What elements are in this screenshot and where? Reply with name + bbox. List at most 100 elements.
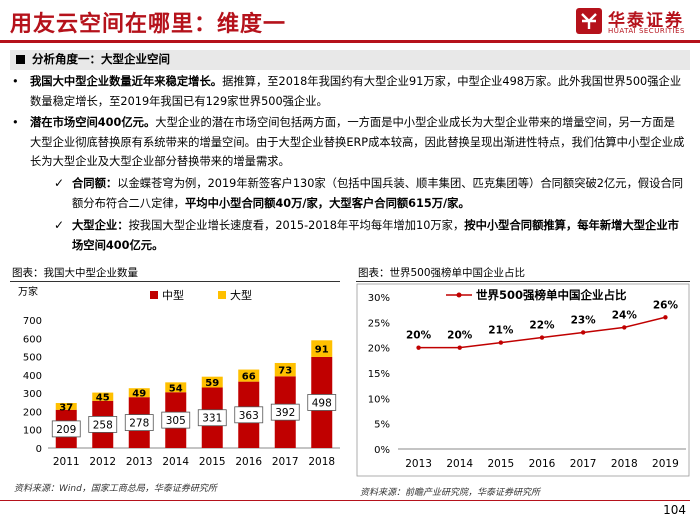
header: 用友云空间在哪里：维度一 华泰证券 HUATAI SECURITIES	[0, 0, 700, 40]
left-chart-rule	[10, 281, 340, 282]
page-number: 104	[663, 503, 686, 517]
x-tick-label: 2015	[199, 456, 226, 468]
bar-segment-large	[55, 403, 77, 410]
legend-label: 大型	[230, 288, 252, 302]
right-chart-caption: 图表：世界500强榜单中国企业占比	[358, 267, 526, 279]
legend-marker	[456, 292, 462, 298]
subpoint-body: 按我国大型企业增长速度看，2015-2018年平均每年增加10万家，	[128, 219, 465, 232]
bar-label-box	[51, 420, 81, 438]
enterprise-count-chart: 万家 0 100 200 300 400 500 600 700 中型 大型 209 37 2011 258…	[18, 285, 340, 468]
data-point	[416, 345, 421, 350]
data-label: 22%	[529, 320, 555, 332]
bar-label-box	[307, 394, 337, 411]
y-tick-label: 600	[23, 334, 42, 345]
bar-value-label: 45	[96, 393, 110, 404]
huatai-logo-icon	[576, 8, 602, 34]
bar-label-box	[197, 409, 227, 427]
section-heading: 分析角度一：大型企业空间	[10, 50, 690, 70]
brand-name: 华泰证券	[608, 11, 684, 31]
data-point	[580, 330, 586, 335]
paragraph-bold: 潜在市场空间400亿元。	[30, 116, 156, 129]
bar-segment-large	[92, 392, 114, 401]
bar-value-label: 66	[242, 372, 256, 383]
x-tick-label: 2017	[272, 456, 299, 468]
bullet-dot-icon: •	[12, 116, 19, 129]
bar-segment-large	[128, 388, 150, 398]
x-tick-label: 2012	[89, 456, 116, 468]
checkmark-icon: ✓	[54, 176, 65, 190]
bar-value-label: 37	[59, 402, 73, 413]
y-tick-label: 5%	[374, 420, 390, 431]
bar-value-label: 363	[239, 410, 259, 422]
bar-label-box	[270, 403, 300, 421]
data-point	[622, 325, 627, 330]
brand-english-name: HUATAI SECURITIES	[608, 27, 685, 35]
paragraph-body: 据推算，至2018年我国约有大型企业91万家，中型企业498万家。此外我国世界5…	[30, 75, 682, 108]
bar-label-box	[124, 414, 154, 431]
x-tick-label: 2019	[652, 458, 679, 470]
bar-value-label: 331	[202, 413, 222, 425]
legend-swatch	[218, 291, 226, 299]
right-chart-source: 资料来源：前瞻产业研究院，华泰证券研究所	[360, 488, 541, 498]
y-tick-label: 100	[23, 426, 42, 437]
bar-segment-large	[238, 369, 260, 382]
bar-value-label: 54	[169, 383, 183, 394]
bar-label-box	[161, 411, 191, 429]
left-chart-caption: 图表：我国大中型企业数量	[12, 267, 138, 279]
legend-swatch	[150, 291, 158, 299]
y-tick-label: 500	[23, 353, 42, 364]
x-tick-label: 2015	[487, 458, 514, 470]
y-tick-label: 15%	[368, 369, 390, 380]
data-point	[498, 340, 504, 345]
data-label: 26%	[653, 299, 679, 311]
page-title: 用友云空间在哪里：维度一	[10, 12, 287, 37]
x-tick-label: 2018	[611, 458, 638, 470]
paragraph-bold: 我国大中型企业数量近年来稳定增长。	[30, 75, 223, 88]
x-tick-label: 2014	[162, 456, 189, 468]
bar-segment-large	[274, 362, 296, 377]
subpoint-body: 以金蝶苍穹为例，2019年新签客户130家（包括中国兵装、顺丰集团、匹克集团等）…	[72, 177, 684, 210]
data-label: 20%	[447, 330, 473, 342]
subpoint-bold: 大型企业：	[72, 219, 129, 232]
section-heading-text: 分析角度一：大型企业空间	[32, 52, 170, 66]
x-tick-label: 2018	[308, 456, 335, 468]
x-tick-label: 2017	[570, 458, 597, 470]
bar-value-label: 49	[132, 389, 146, 400]
bar-value-label: 209	[56, 424, 76, 436]
y-tick-label: 25%	[368, 318, 390, 329]
x-tick-label: 2011	[53, 456, 80, 468]
bar-value-label: 258	[93, 419, 113, 431]
x-tick-label: 2013	[405, 458, 432, 470]
bar-value-label: 392	[275, 407, 295, 419]
bar-value-label: 278	[129, 418, 149, 430]
checkmark-icon: ✓	[54, 218, 65, 232]
square-bullet-icon	[16, 55, 25, 64]
bar-value-label: 73	[278, 366, 292, 377]
bar-segment-large	[165, 382, 187, 393]
data-label: 21%	[488, 325, 514, 337]
analysis-text: 分析角度一：大型企业空间 • 我国大中型企业数量近年来稳定增长。据推算，至201…	[10, 50, 690, 265]
bar-value-label: 91	[315, 345, 329, 356]
data-point	[663, 315, 668, 320]
y-tick-label: 20%	[368, 344, 390, 355]
paragraph-text: 我国大中型企业数量近年来稳定增长。据推算，至2018年我国约有大型企业91万家，…	[30, 72, 685, 111]
subpoint-contract: 合同额：以金蝶苍穹为例，2019年新签客户130家（包括中国兵装、顺丰集团、匹克…	[72, 174, 687, 213]
bar-value-label: 59	[205, 378, 219, 389]
x-tick-label: 2016	[235, 456, 262, 468]
y-tick-label: 0	[36, 444, 42, 455]
subpoint-tail: 按中小型合同额推算，每年新增大型企业市场空间400亿元。	[72, 219, 679, 252]
data-label: 23%	[571, 314, 597, 326]
bar-label-box	[234, 406, 264, 424]
y-axis-unit: 万家	[18, 285, 38, 298]
bar-segment-large	[201, 376, 223, 388]
right-chart-rule	[356, 281, 690, 282]
subpoint-bold: 合同额：	[72, 177, 118, 190]
data-point	[539, 335, 545, 340]
bar-segment-large	[311, 340, 333, 357]
bar-label-box	[88, 416, 118, 433]
y-tick-label: 400	[23, 371, 42, 382]
y-tick-label: 200	[23, 407, 42, 418]
brand-logo: 华泰证券 HUATAI SECURITIES	[576, 4, 686, 38]
fortune500-share-chart: 0% 5% 10% 15% 20% 25% 30% 世界500强榜单中国企业占比 20% 2013…	[356, 283, 690, 477]
data-label: 20%	[406, 330, 432, 342]
